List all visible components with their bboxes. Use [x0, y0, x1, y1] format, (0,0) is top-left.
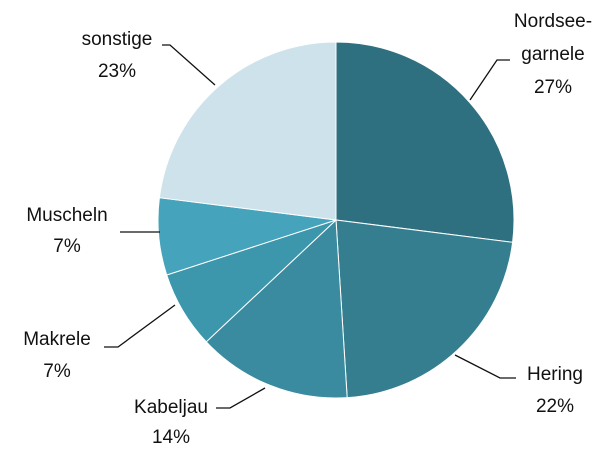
- slice-label: Nordsee-garnele: [514, 11, 592, 65]
- slice-label: sonstige: [82, 29, 153, 50]
- slice-label: Muscheln: [26, 205, 107, 226]
- leader-line: [216, 387, 266, 409]
- slice-value-label: 7%: [43, 361, 71, 382]
- slice-label: Makrele: [23, 329, 91, 350]
- slice-value-label: 22%: [536, 396, 574, 417]
- slice-label: Hering: [527, 364, 583, 385]
- slice-value-label: 14%: [152, 427, 190, 448]
- slice-label: Kabeljau: [134, 397, 208, 418]
- leader-line: [469, 59, 510, 101]
- slice-value-label: 23%: [98, 61, 136, 82]
- leader-line: [454, 354, 516, 379]
- slice-value-label: 27%: [534, 77, 572, 98]
- pie-slice: [205, 218, 348, 399]
- pie-slice: [335, 219, 514, 399]
- leader-line: [104, 304, 176, 348]
- leader-line: [162, 44, 216, 86]
- pie-slice: [158, 41, 337, 221]
- pie-slice: [335, 41, 515, 243]
- slice-value-label: 7%: [53, 236, 81, 257]
